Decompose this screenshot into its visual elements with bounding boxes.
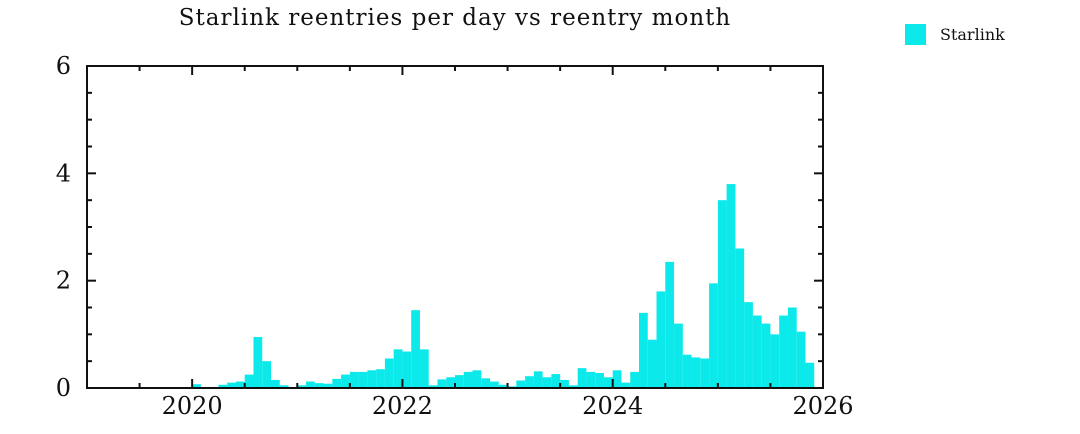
- x-tick-label-2020: 2020: [162, 392, 223, 420]
- bar-2021-12: [393, 349, 403, 388]
- y-tick-label-2: 2: [56, 267, 71, 295]
- bar-2024-09: [682, 354, 692, 388]
- bar-2024-07: [665, 261, 675, 388]
- bar-2024-04: [639, 312, 648, 388]
- bar-2022-05: [437, 379, 447, 388]
- bar-2021-07: [349, 371, 359, 388]
- legend-label-starlink: Starlink: [940, 25, 1005, 44]
- bar-2022-06: [446, 377, 455, 388]
- bar-2023-10: [586, 371, 596, 388]
- legend: Starlink: [905, 24, 1005, 45]
- bar-2022-09: [472, 370, 482, 388]
- bar-2025-06: [761, 323, 771, 388]
- bar-2025-07: [770, 334, 780, 388]
- bar-2024-03: [630, 371, 639, 388]
- bar-2021-06: [341, 374, 350, 388]
- bar-2020-06: [235, 381, 245, 388]
- bar-2025-10: [796, 331, 806, 388]
- bar-2022-08: [463, 371, 473, 388]
- bar-2020-01: [192, 384, 201, 388]
- bar-2021-08: [358, 371, 368, 388]
- bar-2025-08: [779, 315, 788, 388]
- bar-2024-10: [691, 357, 701, 388]
- bar-2020-04: [218, 384, 228, 388]
- y-tick-label-4: 4: [56, 159, 71, 187]
- bar-2022-12: [498, 384, 508, 388]
- x-tick-label-2026: 2026: [792, 392, 853, 420]
- bar-2022-11: [490, 381, 499, 388]
- bar-2025-09: [787, 307, 797, 388]
- bar-2021-01: [297, 385, 307, 388]
- bar-2023-05: [542, 377, 552, 388]
- bar-2023-06: [551, 374, 561, 388]
- bar-2021-10: [376, 369, 385, 388]
- bar-2022-10: [481, 378, 491, 388]
- bar-2023-04: [533, 371, 543, 388]
- bar-2023-12: [603, 377, 613, 388]
- bar-2022-04: [428, 385, 438, 388]
- bar-2024-01: [612, 370, 622, 388]
- x-tick-label-2022: 2022: [372, 392, 433, 420]
- bar-2021-05: [332, 378, 342, 388]
- bar-2024-02: [621, 382, 631, 388]
- bar-2023-02: [516, 380, 526, 388]
- chart-title: Starlink reentries per day vs reentry mo…: [178, 5, 732, 31]
- bar-2023-09: [577, 368, 587, 388]
- bar-2021-03: [314, 383, 324, 388]
- bar-2024-11: [700, 358, 710, 388]
- bar-2023-07: [560, 379, 569, 388]
- bar-2021-11: [384, 358, 394, 388]
- bar-2025-02: [726, 184, 736, 388]
- bar-2020-08: [253, 337, 263, 388]
- bar-2022-03: [419, 349, 429, 388]
- bar-2023-08: [568, 385, 578, 388]
- bar-2020-07: [244, 374, 254, 388]
- bar-2024-12: [709, 283, 718, 388]
- y-tick-label-0: 0: [56, 374, 71, 402]
- bar-2024-05: [647, 339, 657, 388]
- bar-2022-01: [402, 351, 412, 388]
- bar-2022-07: [455, 375, 464, 388]
- bar-2022-02: [411, 310, 420, 388]
- bar-2025-01: [717, 200, 727, 388]
- bar-2020-10: [271, 379, 280, 388]
- y-tick-label-6: 6: [56, 52, 71, 80]
- legend-swatch-starlink: [905, 24, 926, 45]
- bar-2023-03: [525, 376, 534, 388]
- bar-2024-06: [656, 291, 666, 388]
- bar-2020-09: [262, 361, 271, 388]
- bar-2023-11: [595, 372, 604, 388]
- bar-2024-08: [674, 323, 683, 388]
- bar-2025-04: [744, 302, 753, 388]
- bar-2020-11: [279, 385, 289, 388]
- bar-2021-04: [323, 383, 333, 388]
- bar-2025-11: [805, 362, 815, 388]
- x-tick-label-2024: 2024: [582, 392, 643, 420]
- bar-2025-03: [735, 248, 745, 388]
- bar-2025-05: [752, 315, 762, 388]
- bar-2021-09: [367, 370, 377, 388]
- bar-2021-02: [306, 381, 315, 388]
- bar-2020-05: [227, 382, 236, 388]
